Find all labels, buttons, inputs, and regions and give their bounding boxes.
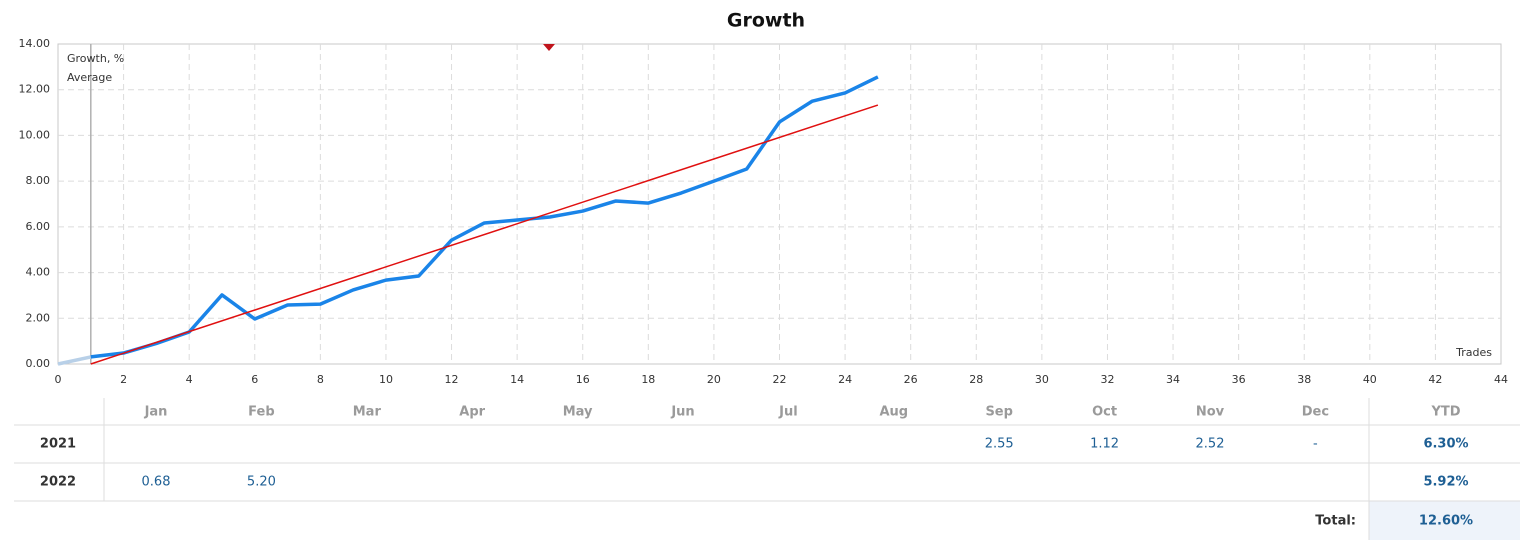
y-tick-label: 12.00 <box>19 83 51 96</box>
top-marker <box>543 44 555 51</box>
table-cell: 2.55 <box>985 437 1014 452</box>
column-header: Aug <box>879 405 908 420</box>
chart-title: Growth <box>727 10 805 32</box>
column-header: Feb <box>248 405 274 420</box>
x-tick-label: 6 <box>251 373 258 386</box>
total-value: 12.60% <box>1419 514 1473 529</box>
column-header: Jun <box>670 405 694 420</box>
column-header: May <box>563 405 593 420</box>
x-tick-label: 12 <box>445 373 459 386</box>
x-tick-label: 42 <box>1428 373 1442 386</box>
x-tick-label: 18 <box>641 373 655 386</box>
x-tick-label: 26 <box>904 373 918 386</box>
column-header: YTD <box>1430 405 1460 420</box>
x-tick-label: 34 <box>1166 373 1180 386</box>
y-tick-label: 0.00 <box>26 357 51 370</box>
y-tick-label: 6.00 <box>26 220 51 233</box>
table-cell: 2.52 <box>1196 437 1225 452</box>
table-cell: 5.20 <box>247 475 276 490</box>
table-cell: 1.12 <box>1090 437 1119 452</box>
x-tick-label: 36 <box>1232 373 1246 386</box>
x-tick-label: 24 <box>838 373 852 386</box>
row-year: 2021 <box>40 437 76 452</box>
series-line <box>90 104 879 365</box>
x-axis-label: Trades <box>1455 346 1492 359</box>
x-tick-label: 44 <box>1494 373 1508 386</box>
column-header: Jul <box>778 405 798 420</box>
x-tick-label: 38 <box>1297 373 1311 386</box>
legend-entry: Average <box>67 71 112 84</box>
y-tick-label: 2.00 <box>26 311 51 324</box>
x-tick-label: 8 <box>317 373 324 386</box>
total-label: Total: <box>1315 514 1356 529</box>
column-header: Sep <box>985 405 1013 420</box>
y-tick-label: 10.00 <box>19 128 51 141</box>
x-tick-label: 2 <box>120 373 127 386</box>
table-cell: 5.92% <box>1423 475 1468 490</box>
column-header: Dec <box>1302 405 1329 420</box>
column-header: Oct <box>1092 405 1117 420</box>
x-tick-label: 32 <box>1100 373 1114 386</box>
column-header: Apr <box>459 405 485 420</box>
y-tick-label: 8.00 <box>26 174 51 187</box>
column-header: Jan <box>144 405 168 420</box>
series-line <box>57 355 92 366</box>
x-tick-label: 20 <box>707 373 721 386</box>
x-tick-label: 4 <box>186 373 193 386</box>
y-tick-label: 14.00 <box>19 37 51 50</box>
legend-entry: Growth, % <box>67 52 124 65</box>
x-tick-label: 30 <box>1035 373 1049 386</box>
x-tick-label: 40 <box>1363 373 1377 386</box>
x-tick-label: 10 <box>379 373 393 386</box>
table-cell: 6.30% <box>1423 437 1468 452</box>
x-tick-label: 22 <box>773 373 787 386</box>
y-tick-label: 4.00 <box>26 266 51 279</box>
table-cell: - <box>1313 437 1318 452</box>
x-tick-label: 14 <box>510 373 524 386</box>
series-line <box>90 75 879 359</box>
x-tick-label: 28 <box>969 373 983 386</box>
row-year: 2022 <box>40 475 76 490</box>
x-tick-label: 16 <box>576 373 590 386</box>
total-cell <box>1369 501 1520 540</box>
column-header: Mar <box>353 405 382 420</box>
column-header: Nov <box>1196 405 1225 420</box>
table-cell: 0.68 <box>142 475 171 490</box>
x-tick-label: 0 <box>55 373 62 386</box>
